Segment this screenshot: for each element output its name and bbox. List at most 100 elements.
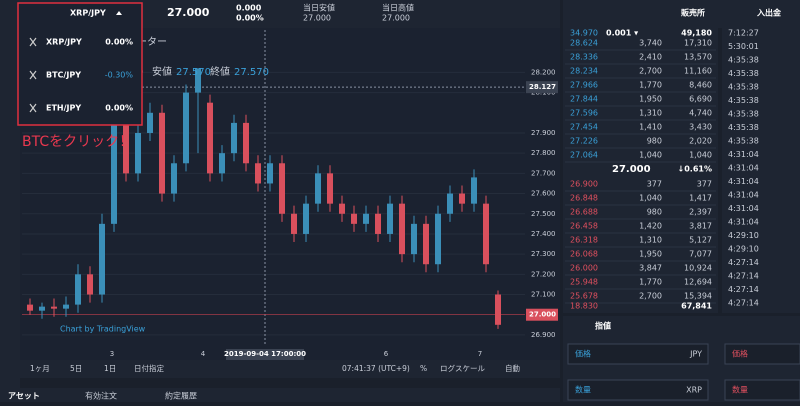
y-tick-label: 27.100 <box>531 291 556 299</box>
crosshair-label: 28.127 <box>529 83 556 91</box>
ob-price[interactable]: 26.688 <box>570 208 598 217</box>
candle-body <box>423 223 429 265</box>
trade-time: 4:35:38 <box>728 137 759 146</box>
ob-price[interactable]: 25.678 <box>570 292 598 301</box>
ob-total: 2,397 <box>689 208 712 217</box>
price-input <box>567 343 709 365</box>
footer-item[interactable]: 自動 <box>505 363 520 373</box>
ob-price[interactable]: 28.234 <box>570 67 598 76</box>
legend-close: 27.570 <box>234 67 269 78</box>
x-tick-label: 3 <box>110 350 114 358</box>
trade-time: 4:29:10 <box>728 245 759 254</box>
footer-item[interactable]: 1日 <box>104 364 116 373</box>
trade-time: 4:35:38 <box>728 123 759 132</box>
candle-body <box>243 122 249 164</box>
footer-item[interactable]: ログスケール <box>440 363 485 373</box>
ob-total: 4,740 <box>689 109 712 118</box>
x-tick-label: 2019-09-04 17:00:00 <box>224 350 306 358</box>
ob-qty: 980 <box>647 208 662 217</box>
qty-label: 数量 <box>575 385 591 395</box>
ob-total: 6,690 <box>689 95 712 104</box>
ob-qty: 2,700 <box>639 67 662 76</box>
ob-price[interactable]: 26.318 <box>570 236 598 245</box>
indicator[interactable]: ーター <box>137 36 167 48</box>
deposit-tab[interactable]: 入出金 <box>756 8 782 18</box>
bottom-tab[interactable]: 約定履歴 <box>165 391 197 401</box>
legend-close-label: 終値 <box>210 65 230 78</box>
ob-price[interactable]: 27.844 <box>570 95 598 104</box>
pair-name[interactable]: BTC/JPY <box>46 71 81 80</box>
pair-name[interactable]: XRP/JPY <box>46 38 82 47</box>
sales-tab[interactable]: 販売所 <box>681 8 705 18</box>
candle-body <box>183 92 189 164</box>
low-label: 当日安値 <box>303 3 335 13</box>
candle-body <box>39 306 45 311</box>
trade-time: 4:35:38 <box>728 83 759 92</box>
ob-price[interactable]: 27.226 <box>570 137 598 146</box>
footer-item[interactable]: 5日 <box>70 364 82 373</box>
mid-change: ↓0.61% <box>678 165 712 174</box>
ob-total: 377 <box>697 180 712 189</box>
high: 27.000 <box>382 14 410 23</box>
candle-body <box>195 68 201 93</box>
ob-price[interactable]: 26.000 <box>570 264 598 273</box>
ob-qty: 1,420 <box>639 222 662 231</box>
candle-body <box>51 306 57 309</box>
y-tick-label: 27.600 <box>531 190 556 198</box>
watermark: Chart by TradingView <box>60 325 146 334</box>
x-tick-label: 4 <box>201 350 206 358</box>
change: 0.000 <box>236 4 262 13</box>
dropdown-header: XRP/JPY <box>70 9 106 18</box>
ob-price[interactable]: 28.336 <box>570 53 598 62</box>
candle-body <box>279 163 285 214</box>
ob-qty: 1,310 <box>639 236 662 245</box>
trade-time: 4:31:04 <box>728 218 759 227</box>
ob-footer-price: 18.830 <box>570 302 598 311</box>
qty-unit: XRP <box>686 386 702 395</box>
order-book <box>563 28 718 313</box>
trade-time: 4:27:14 <box>728 272 759 281</box>
high-label: 当日高値 <box>382 3 414 13</box>
ob-qty: 1,410 <box>639 123 662 132</box>
ob-price[interactable]: 27.454 <box>570 123 598 132</box>
candle-body <box>387 203 393 234</box>
chart-footer <box>20 360 560 378</box>
footer-item[interactable]: % <box>420 364 427 373</box>
ob-qty: 1,770 <box>639 278 662 287</box>
ob-price[interactable]: 26.068 <box>570 250 598 259</box>
footer-item[interactable]: 07:41:37 (UTC+9) <box>342 364 410 373</box>
footer-item[interactable]: 日付指定 <box>134 363 164 373</box>
bottom-tab[interactable]: アセット <box>8 392 40 401</box>
candle-body <box>471 177 477 204</box>
trade-time: 4:31:04 <box>728 177 759 186</box>
ob-price[interactable]: 27.064 <box>570 151 598 160</box>
dropdown-caret <box>116 11 122 15</box>
ob-price[interactable]: 27.966 <box>570 81 598 90</box>
ob-total: 5,127 <box>689 236 712 245</box>
ob-price[interactable]: 26.458 <box>570 222 598 231</box>
ob-price[interactable]: 27.596 <box>570 109 598 118</box>
crosshair-label-bg <box>526 81 558 94</box>
bottom-tabs <box>0 388 560 402</box>
ob-price[interactable]: 28.624 <box>570 39 598 48</box>
y-tick-label: 27.400 <box>531 230 556 238</box>
ob-price[interactable]: 25.948 <box>570 278 598 287</box>
order-tab: 指値 <box>595 321 611 331</box>
ob-price[interactable]: 26.848 <box>570 194 598 203</box>
ob-price[interactable]: 26.900 <box>570 180 598 189</box>
pair-name[interactable]: ETH/JPY <box>46 104 81 113</box>
pair-icon <box>29 37 37 47</box>
footer-item[interactable]: 1ヶ月 <box>30 364 50 373</box>
bottom-tab[interactable]: 有効注文 <box>85 391 117 401</box>
left-toolbar <box>0 28 20 388</box>
ob-qty: 1,950 <box>639 250 662 259</box>
candle-body <box>435 213 441 265</box>
trade-time: 4:31:04 <box>728 150 759 159</box>
qty-label-2: 数量 <box>732 385 748 395</box>
candle-body <box>483 203 489 265</box>
trade-time: 5:30:01 <box>728 42 759 51</box>
trade-time: 4:35:38 <box>728 56 759 65</box>
pair-change: 0.00% <box>105 38 133 47</box>
candle-body <box>411 223 417 255</box>
trade-time: 4:27:14 <box>728 285 759 294</box>
